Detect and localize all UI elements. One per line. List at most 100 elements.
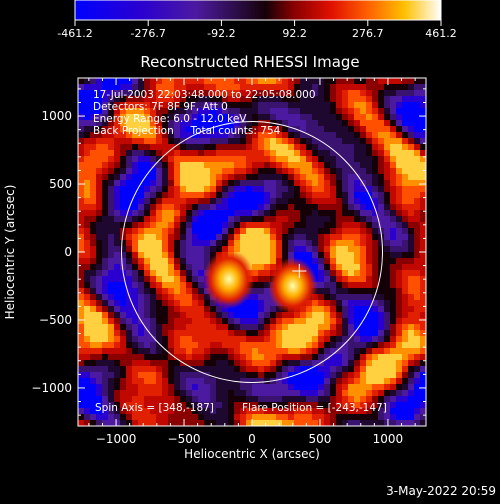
heatmap-cell: [366, 222, 373, 229]
heatmap-cell: [276, 132, 283, 139]
heatmap-cell: [252, 186, 259, 193]
heatmap-cell: [234, 336, 241, 343]
heatmap-cell: [174, 228, 181, 235]
heatmap-cell: [174, 366, 181, 373]
heatmap-cell: [108, 216, 115, 223]
heatmap-cell: [258, 114, 265, 121]
heatmap-cell: [336, 414, 343, 421]
heatmap-cell: [390, 162, 397, 169]
heatmap-cell: [228, 90, 235, 97]
heatmap-cell: [420, 420, 426, 426]
heatmap-cell: [318, 228, 325, 235]
heatmap-cell: [162, 180, 169, 187]
heatmap-cell: [174, 120, 181, 127]
heatmap-cell: [186, 324, 193, 331]
heatmap-cell: [228, 132, 235, 139]
heatmap-cell: [390, 372, 397, 379]
heatmap-cell: [90, 402, 97, 409]
heatmap-cell: [396, 174, 403, 181]
heatmap-cell: [108, 420, 115, 426]
heatmap-cell: [168, 204, 175, 211]
heatmap-cell: [324, 132, 331, 139]
heatmap-cell: [138, 384, 145, 391]
heatmap-cell: [306, 144, 313, 151]
heatmap-cell: [114, 390, 121, 397]
heatmap-cell: [348, 90, 355, 97]
heatmap-cell: [390, 90, 397, 97]
heatmap-cell: [216, 408, 223, 415]
heatmap-cell: [162, 78, 169, 85]
heatmap-cell: [288, 150, 295, 157]
heatmap-cell: [384, 246, 391, 253]
heatmap-cell: [114, 180, 121, 187]
heatmap-cell: [144, 204, 151, 211]
heatmap-cell: [336, 108, 343, 115]
heatmap-cell: [186, 294, 193, 301]
heatmap-cell: [96, 108, 103, 115]
heatmap-cell: [366, 240, 373, 247]
heatmap-cell: [294, 252, 301, 259]
heatmap-cell: [174, 306, 181, 313]
heatmap-cell: [366, 372, 373, 379]
heatmap-cell: [318, 420, 325, 426]
heatmap-cell: [132, 258, 139, 265]
heatmap-cell: [240, 354, 247, 361]
heatmap-cell: [126, 408, 133, 415]
heatmap-cell: [294, 330, 301, 337]
heatmap-cell: [258, 210, 265, 217]
heatmap-cell: [312, 186, 319, 193]
heatmap-cell: [222, 216, 229, 223]
heatmap-cell: [372, 390, 379, 397]
heatmap-cell: [378, 192, 385, 199]
heatmap-cell: [402, 318, 409, 325]
heatmap-cell: [228, 420, 235, 426]
heatmap-cell: [324, 96, 331, 103]
heatmap-cell: [342, 90, 349, 97]
heatmap-cell: [162, 96, 169, 103]
heatmap-cell: [306, 126, 313, 133]
heatmap-cell: [270, 102, 277, 109]
heatmap-cell: [180, 390, 187, 397]
heatmap-cell: [138, 408, 145, 415]
heatmap-cell: [138, 108, 145, 115]
heatmap-cell: [84, 186, 91, 193]
heatmap-cell: [306, 402, 313, 409]
heatmap-cell: [414, 132, 421, 139]
heatmap-cell: [306, 162, 313, 169]
heatmap-cell: [384, 192, 391, 199]
heatmap-cell: [102, 114, 109, 121]
heatmap-cell: [180, 270, 187, 277]
bright-source: [267, 257, 318, 315]
heatmap-cell: [204, 252, 211, 259]
heatmap-cell: [270, 252, 277, 259]
heatmap-cell: [102, 84, 109, 91]
heatmap-cell: [114, 210, 121, 217]
heatmap-cell: [96, 318, 103, 325]
heatmap-cell: [378, 186, 385, 193]
heatmap-cell: [390, 186, 397, 193]
heatmap-cell: [258, 138, 265, 145]
heatmap-cell: [204, 294, 211, 301]
heatmap-cell: [222, 318, 229, 325]
heatmap-cell: [96, 258, 103, 265]
heatmap-cell: [210, 204, 217, 211]
heatmap-cell: [306, 108, 313, 115]
heatmap-cell: [348, 282, 355, 289]
heatmap-cell: [126, 186, 133, 193]
heatmap-cell: [420, 282, 426, 289]
heatmap-cell: [96, 402, 103, 409]
heatmap-cell: [90, 408, 97, 415]
heatmap-cell: [300, 168, 307, 175]
heatmap-cell: [312, 204, 319, 211]
heatmap-cell: [108, 120, 115, 127]
heatmap-cell: [366, 144, 373, 151]
heatmap-cell: [264, 366, 271, 373]
heatmap-cell: [240, 396, 247, 403]
heatmap-cell: [312, 402, 319, 409]
heatmap-cell: [300, 342, 307, 349]
heatmap-cell: [180, 150, 187, 157]
heatmap-cell: [294, 108, 301, 115]
heatmap-cell: [390, 276, 397, 283]
heatmap-cell: [360, 132, 367, 139]
heatmap-cell: [372, 396, 379, 403]
